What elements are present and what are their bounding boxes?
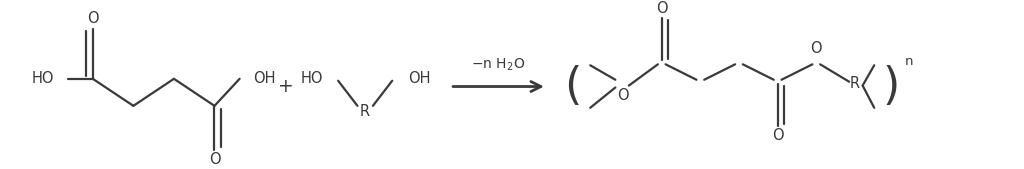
Text: O: O [87,11,98,26]
Text: O: O [772,128,783,143]
Text: OH: OH [408,71,430,86]
Text: $\mathrm{- n\ H_2O}$: $\mathrm{- n\ H_2O}$ [471,57,525,74]
Text: (: ( [564,65,582,108]
Text: +: + [279,77,294,96]
Text: HO: HO [32,71,54,86]
Text: O: O [656,1,668,16]
Text: ): ) [883,65,900,108]
Text: O: O [810,41,822,56]
Text: R: R [850,76,860,91]
Text: R: R [360,104,371,119]
Text: O: O [617,88,629,103]
Text: n: n [905,55,913,68]
Text: O: O [209,152,220,167]
Text: OH: OH [253,71,275,86]
Text: HO: HO [300,71,323,86]
